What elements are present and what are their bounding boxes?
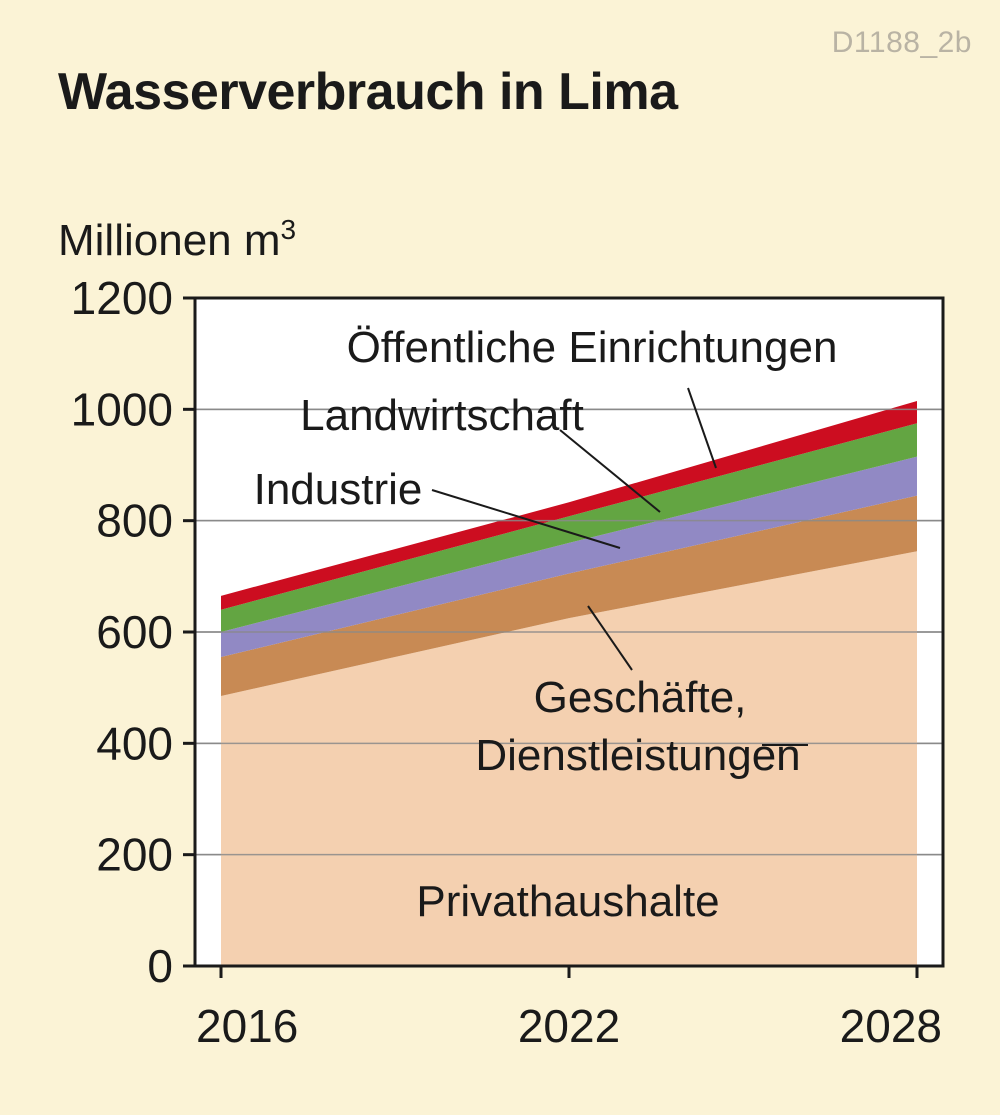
y-tick-label: 1200: [71, 272, 173, 324]
series-label-landwirtschaft: Landwirtschaft: [300, 391, 584, 440]
leader-line: [587, 605, 633, 671]
x-tick-label: 2016: [196, 1000, 298, 1052]
leader-line: [431, 489, 621, 549]
area-3: [221, 423, 917, 632]
series-label-privathaushalte: Privathaushalte: [416, 877, 719, 926]
axis-ticks: 0 200 400 600 800 1000 1200 2016 2022 2028: [71, 272, 942, 1052]
series-label-oeffentliche: Öffentliche Einrichtungen: [347, 323, 838, 372]
series-labels: Öffentliche Einrichtungen Landwirtschaft I…: [254, 323, 838, 926]
y-tick-label: 0: [147, 940, 173, 992]
y-axis-title-superscript: 3: [281, 214, 297, 245]
leader-line: [687, 387, 717, 469]
y-tick-label: 800: [96, 495, 173, 547]
area-2: [221, 456, 917, 658]
leader-lines: [431, 387, 808, 746]
y-tick-label: 400: [96, 717, 173, 769]
chart-title: Wasserverbrauch in Lima: [58, 63, 678, 121]
x-tick-label: 2028: [840, 1000, 942, 1052]
area-4: [221, 400, 917, 610]
x-tick-label: 2022: [518, 1000, 620, 1052]
area-1: [221, 495, 917, 697]
area-layers: [221, 400, 917, 966]
y-tick-label: 200: [96, 829, 173, 881]
area-0: [221, 551, 917, 966]
series-label-industrie: Industrie: [254, 465, 423, 514]
series-label-geschaefte-line1: Geschäfte,: [534, 673, 747, 722]
y-axis-title: Millionen m3: [58, 214, 296, 265]
series-label-geschaefte-line2: Dienstleistungen: [475, 731, 800, 780]
figure-code: D1188_2b: [831, 26, 972, 59]
gridlines-over-areas: [195, 408, 943, 856]
y-tick-label: 1000: [71, 383, 173, 435]
y-tick-label: 600: [96, 606, 173, 658]
leader-line: [559, 429, 661, 513]
